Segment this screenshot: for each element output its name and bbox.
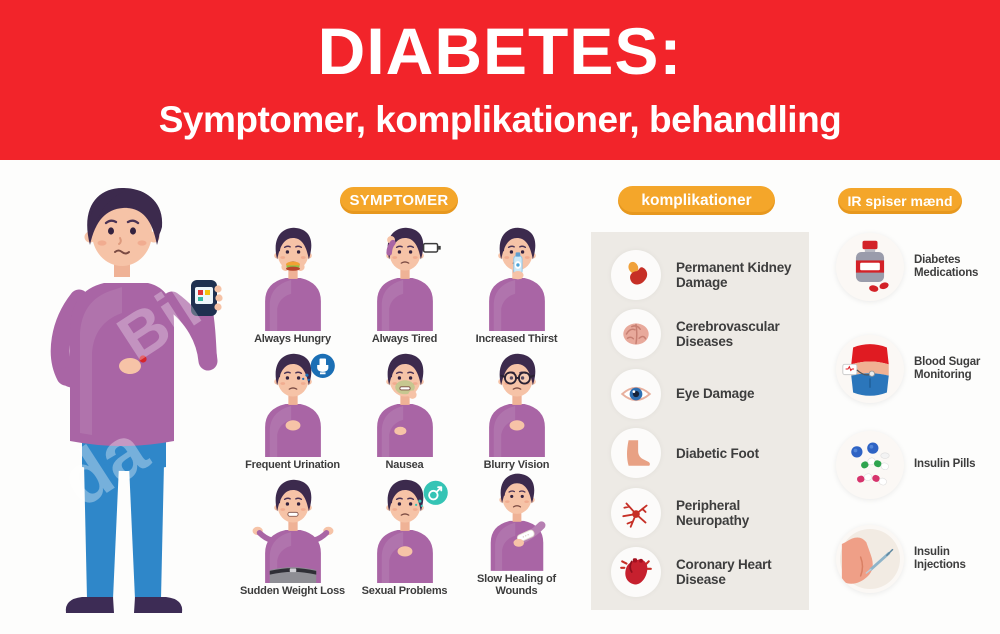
symptom-label: Sexual Problems bbox=[361, 584, 448, 597]
symptom-person-illustration bbox=[376, 227, 441, 331]
heart-organ-icon bbox=[620, 558, 652, 585]
gender-symbol-bubble-icon bbox=[414, 480, 448, 507]
complication-item: Cerebrovascular Diseases bbox=[611, 305, 809, 365]
nausea-face-icon bbox=[393, 380, 417, 436]
brain-icon bbox=[623, 323, 649, 345]
complication-item: Diabetic Foot bbox=[611, 424, 809, 484]
glucose-monitor-icon bbox=[842, 344, 889, 396]
treatment-icon-circle bbox=[836, 335, 904, 403]
symptom-item: Increased Thirst bbox=[464, 219, 569, 345]
loose-pants-icon bbox=[252, 511, 333, 583]
treatment-item: Blood Sugar Monitoring bbox=[836, 335, 998, 403]
complication-item: Permanent Kidney Damage bbox=[611, 245, 809, 305]
symptom-person-illustration bbox=[264, 227, 321, 331]
symptom-item: Nausea bbox=[352, 345, 457, 471]
syringe-injection-icon bbox=[840, 529, 900, 589]
symptom-person-illustration bbox=[252, 479, 333, 583]
symptom-label: Always Tired bbox=[371, 332, 438, 345]
complication-label: Permanent Kidney Damage bbox=[676, 259, 792, 290]
complications-badge: komplikationer bbox=[618, 186, 775, 215]
toilet-bubble-icon bbox=[301, 353, 335, 381]
complication-item: Eye Damage bbox=[611, 364, 809, 424]
page-title: DIABETES: bbox=[317, 14, 683, 88]
symptoms-badge: SYMPTOMER bbox=[340, 187, 458, 214]
complication-label: Peripheral Neuropathy bbox=[676, 497, 750, 528]
complication-label: Diabetic Foot bbox=[676, 445, 759, 461]
symptom-item: Frequent Urination bbox=[240, 345, 345, 471]
symptom-person-illustration bbox=[376, 353, 433, 457]
complication-item: Peripheral Neuropathy bbox=[611, 483, 809, 543]
burger-icon bbox=[280, 261, 305, 271]
treatments-column: Diabetes Medications bbox=[836, 233, 998, 593]
treatment-item: Insulin Pills bbox=[836, 431, 998, 499]
symptom-label: Nausea bbox=[385, 458, 424, 471]
glasses-icon bbox=[499, 371, 535, 385]
symptom-item: Always Hungry bbox=[240, 219, 345, 345]
complication-icon-circle bbox=[611, 487, 661, 538]
symptom-person-illustration bbox=[488, 227, 545, 331]
neuron-icon bbox=[622, 502, 648, 528]
symptom-person-illustration bbox=[488, 353, 545, 457]
treatments-badge: IR spiser mænd bbox=[838, 188, 962, 214]
kidney-icon bbox=[628, 261, 648, 285]
treatment-item: Insulin Injections bbox=[836, 525, 998, 593]
symptom-label: Frequent Urination bbox=[245, 458, 340, 471]
complication-icon-circle bbox=[611, 368, 661, 419]
complication-icon-circle bbox=[611, 547, 661, 598]
symptom-label: Blurry Vision bbox=[483, 458, 550, 471]
foot-icon bbox=[627, 440, 650, 466]
low-battery-icon bbox=[385, 235, 441, 256]
water-bottle-icon bbox=[511, 252, 524, 280]
medicine-bottle-icon bbox=[855, 240, 889, 292]
symptom-person-illustration bbox=[490, 473, 545, 571]
symptom-label: Slow Healing of Wounds bbox=[477, 572, 556, 597]
symptom-item: Sexual Problems bbox=[352, 471, 457, 597]
symptom-label: Sudden Weight Loss bbox=[240, 584, 345, 597]
symptoms-grid: Always Hungry bbox=[240, 219, 569, 597]
symptom-item: Sudden Weight Loss bbox=[240, 471, 345, 597]
treatment-icon-circle bbox=[836, 233, 904, 301]
complication-icon-circle bbox=[611, 249, 661, 300]
symptom-person-illustration bbox=[264, 353, 335, 457]
symptom-label: Increased Thirst bbox=[475, 332, 558, 345]
treatment-icon-circle bbox=[836, 431, 904, 499]
header-banner: DIABETES: Symptomer, komplikationer, beh… bbox=[0, 0, 1000, 160]
eye-icon bbox=[620, 386, 652, 401]
wound-bandage-icon bbox=[512, 521, 545, 547]
treatment-label: Blood Sugar Monitoring bbox=[914, 355, 981, 381]
complication-icon-circle bbox=[611, 309, 661, 360]
symptom-label: Always Hungry bbox=[254, 332, 331, 345]
treatment-item: Diabetes Medications bbox=[836, 233, 998, 301]
page-subtitle: Symptomer, komplikationer, behandling bbox=[158, 99, 842, 140]
pills-icon bbox=[851, 442, 890, 486]
complication-item: Coronary Heart Disease bbox=[611, 543, 809, 603]
symptom-item: Always Tired bbox=[352, 219, 457, 345]
complication-label: Cerebrovascular Diseases bbox=[676, 319, 780, 350]
treatment-icon-circle bbox=[836, 525, 904, 593]
complications-panel: Permanent Kidney Damage bbox=[591, 232, 809, 610]
treatment-label: Insulin Pills bbox=[914, 458, 976, 471]
symptom-item: Slow Healing of Wounds bbox=[464, 471, 569, 597]
treatment-label: Diabetes Medications bbox=[914, 253, 979, 279]
symptom-person-illustration bbox=[376, 479, 448, 583]
complication-label: Coronary Heart Disease bbox=[676, 557, 772, 588]
complication-icon-circle bbox=[611, 428, 661, 479]
treatment-label: Insulin Injections bbox=[914, 545, 966, 571]
complication-label: Eye Damage bbox=[676, 386, 755, 402]
main-person-illustration bbox=[50, 187, 223, 613]
symptom-item: Blurry Vision bbox=[464, 345, 569, 471]
